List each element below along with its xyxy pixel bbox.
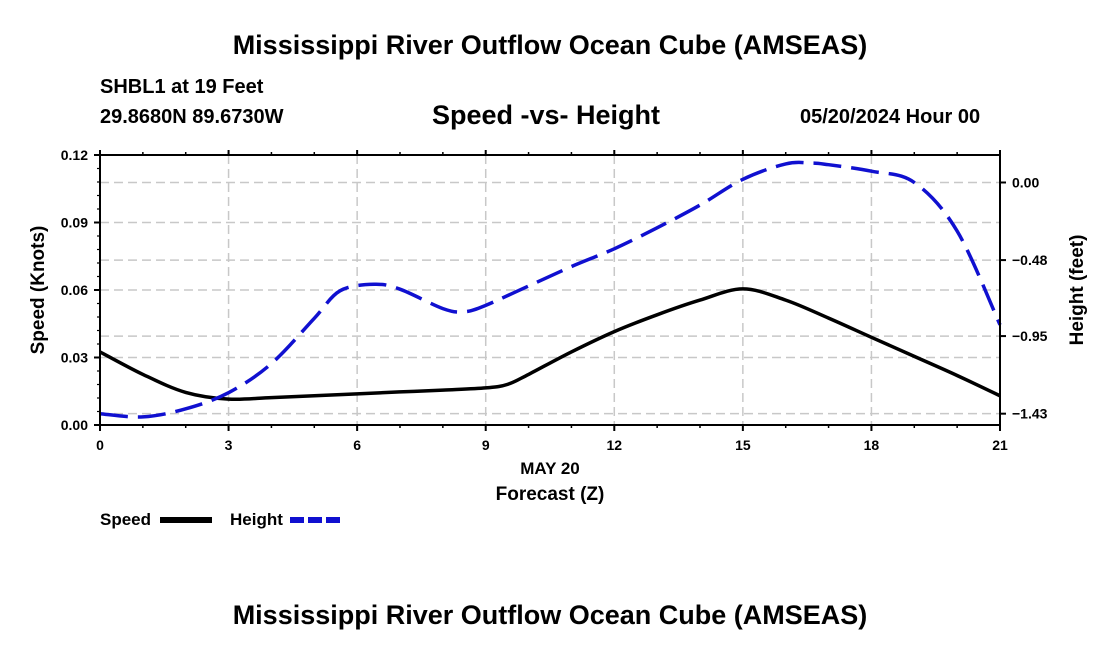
y-tick-label: 0.00 — [61, 417, 88, 433]
main-title: Mississippi River Outflow Ocean Cube (AM… — [232, 30, 868, 60]
x-tick-label: 9 — [482, 437, 490, 453]
y-tick-label: 0.09 — [61, 215, 88, 231]
x-tick-label: 18 — [864, 437, 880, 453]
plot-frame — [99, 154, 1001, 426]
x-axis-date: MAY 20 — [520, 459, 580, 478]
x-tick-label: 6 — [353, 437, 361, 453]
station-label: SHBL1 at 19 Feet — [100, 76, 264, 98]
y2-axis-title: Height (feet) — [1067, 235, 1088, 346]
series-line-height — [99, 160, 1002, 419]
y-tick-label: 0.03 — [61, 350, 88, 366]
x-axis-title: Forecast (Z) — [496, 484, 605, 505]
y-tick-label: 0.06 — [61, 282, 88, 298]
x-tick-label: 21 — [992, 437, 1008, 453]
series-line-speed — [99, 287, 1001, 402]
legend-speed-label: Speed — [100, 510, 151, 529]
x-tick-label: 12 — [606, 437, 622, 453]
forecast-datetime: 05/20/2024 Hour 00 — [800, 106, 981, 128]
grid-layer — [100, 155, 1000, 425]
y2-tick-label: −0.95 — [1012, 328, 1048, 344]
legend-height-label: Height — [230, 510, 283, 529]
y2-tick-label: −1.43 — [1012, 406, 1048, 422]
y2-tick-label: −0.48 — [1012, 252, 1048, 268]
legend: Speed Height — [100, 510, 342, 529]
x-tick-label: 15 — [735, 437, 751, 453]
tick-labels: 0 3 6 9 12 15 18 21 0.00 0.03 0.06 0.09 0.12 0.00 −0.4… — [61, 147, 1048, 453]
bottom-title: Mississippi River Outflow Ocean Cube (AM… — [232, 600, 868, 630]
x-tick-label: 3 — [225, 437, 233, 453]
y2-tick-label: 0.00 — [1012, 174, 1039, 190]
coordinates-label: 29.8680N 89.6730W — [100, 106, 284, 128]
y-axis-title: Speed (Knots) — [28, 226, 49, 355]
chart-subtitle: Speed -vs- Height — [432, 100, 661, 130]
x-tick-label: 0 — [96, 437, 104, 453]
series-layer — [99, 160, 1002, 419]
y-tick-label: 0.12 — [61, 147, 88, 163]
